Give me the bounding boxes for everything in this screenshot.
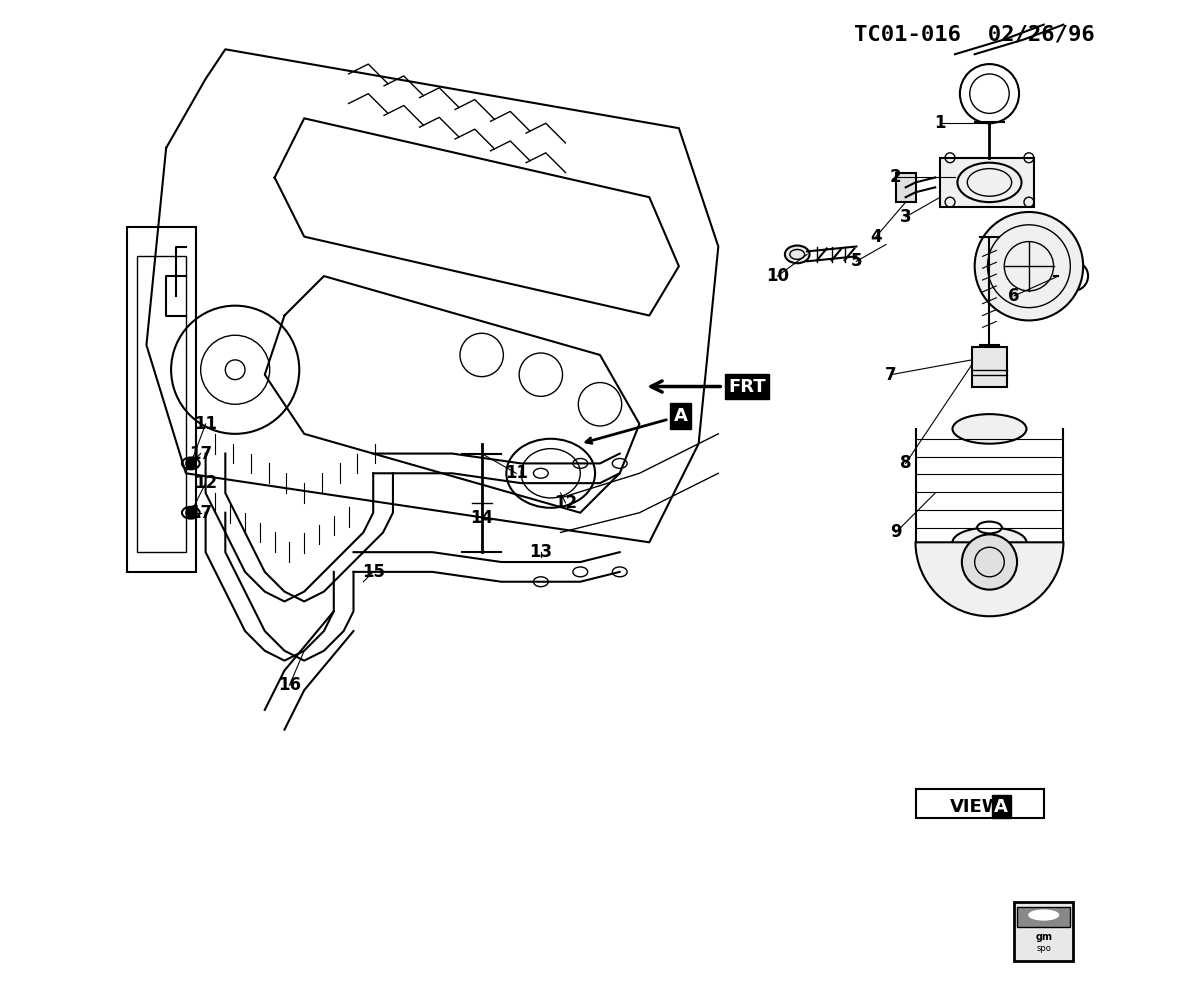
Text: 3: 3: [900, 208, 912, 226]
Text: 17: 17: [190, 445, 212, 462]
Text: A: A: [995, 798, 1008, 815]
Bar: [127, 227, 196, 572]
Circle shape: [974, 212, 1084, 320]
Text: 9: 9: [890, 524, 901, 541]
Wedge shape: [916, 542, 1063, 616]
Bar: [940, 158, 1034, 207]
Text: VIEW: VIEW: [950, 798, 1003, 815]
Text: 12: 12: [194, 474, 217, 492]
Text: 4: 4: [870, 228, 882, 246]
Text: 10: 10: [766, 267, 788, 285]
Text: 12: 12: [554, 494, 577, 512]
Circle shape: [962, 534, 1018, 590]
Text: 7: 7: [886, 366, 896, 384]
Text: 14: 14: [470, 509, 493, 527]
Bar: [1014, 902, 1073, 961]
Text: FRT: FRT: [728, 378, 766, 395]
Text: 5: 5: [851, 252, 862, 270]
Text: 11: 11: [194, 415, 217, 433]
Bar: [1018, 907, 1070, 927]
Text: 11: 11: [505, 464, 528, 482]
Text: 17: 17: [190, 504, 212, 522]
Circle shape: [186, 458, 196, 468]
Text: 13: 13: [529, 543, 552, 561]
Bar: [895, 173, 916, 202]
Ellipse shape: [953, 414, 1026, 444]
Text: 6: 6: [1008, 287, 1020, 305]
Bar: [137, 256, 186, 552]
Text: 8: 8: [900, 455, 912, 472]
Ellipse shape: [1028, 910, 1058, 920]
Text: 16: 16: [278, 676, 301, 694]
Bar: [916, 789, 1044, 818]
Text: spo: spo: [1037, 944, 1051, 953]
Ellipse shape: [953, 528, 1026, 557]
Text: A: A: [674, 407, 688, 425]
Text: 1: 1: [935, 114, 946, 132]
Ellipse shape: [977, 522, 1002, 533]
Text: 15: 15: [361, 563, 385, 581]
Text: gm: gm: [1036, 932, 1052, 942]
Circle shape: [186, 508, 196, 518]
Text: 2: 2: [890, 169, 901, 186]
Text: TC01-016  02/26/96: TC01-016 02/26/96: [854, 25, 1096, 44]
Bar: [972, 347, 1007, 387]
Ellipse shape: [785, 246, 810, 263]
